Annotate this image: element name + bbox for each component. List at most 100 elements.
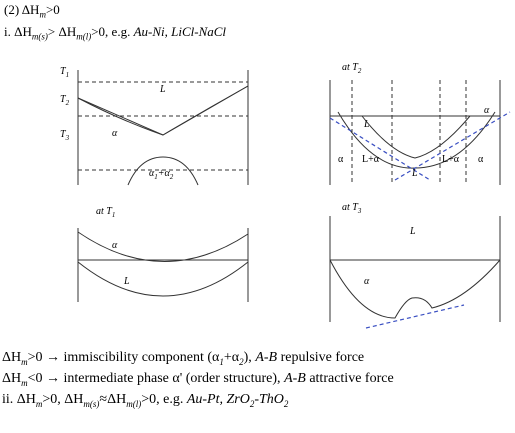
text: at — [342, 202, 352, 213]
text: α — [112, 240, 118, 251]
solidus — [77, 85, 249, 136]
label: L — [123, 276, 130, 287]
subscript: 1 — [219, 356, 224, 367]
label: L — [363, 119, 370, 130]
text: > ΔH — [47, 24, 77, 39]
text: at — [342, 62, 352, 73]
subscript: 2 — [66, 99, 70, 107]
g-alpha — [77, 231, 249, 262]
text: L+α — [362, 154, 380, 165]
subscript: m(l) — [76, 31, 92, 42]
text: L — [159, 84, 166, 95]
subscript: m — [21, 356, 28, 367]
label: α — [478, 154, 484, 165]
label: α1+α2 — [149, 168, 174, 181]
subscript: m(s) — [31, 31, 48, 42]
text: T — [352, 62, 359, 73]
text: L — [409, 226, 416, 237]
text: A-B — [284, 371, 306, 386]
text: α — [364, 276, 370, 287]
text: α — [338, 154, 344, 165]
text: T — [60, 94, 67, 105]
text: ≈ΔH — [99, 392, 127, 407]
text: L — [411, 168, 418, 179]
text: ), — [243, 350, 256, 365]
text: T — [60, 66, 67, 77]
label: at T3 — [342, 202, 362, 215]
label: at T1 — [96, 206, 115, 219]
label: T2 — [60, 94, 70, 107]
text: >0, e.g. — [91, 24, 134, 39]
text: -ThO — [254, 392, 284, 407]
g-alpha — [329, 259, 501, 319]
label: α — [338, 154, 344, 165]
text: ΔH — [2, 371, 22, 386]
text: Au-Ni, LiCl-NaCl — [133, 24, 227, 39]
subscript: 2 — [239, 356, 244, 367]
free-energy-t1: at T1 α L — [77, 206, 249, 302]
text: >0, e.g. — [141, 392, 187, 407]
subscript: 2 — [170, 173, 174, 181]
text: T — [352, 202, 359, 213]
text: T — [106, 206, 113, 217]
subscript: 2 — [249, 398, 255, 409]
text: <0 → intermediate phase α' (order struct… — [27, 371, 285, 386]
miscibility-gap — [127, 156, 199, 186]
label: α — [112, 128, 118, 139]
label: L — [409, 226, 416, 237]
diagrams: T1 T2 T3 L α α1+α2 at T2 L α α L+α L L+α… — [60, 62, 511, 329]
text: α — [149, 168, 155, 179]
text: L+α — [442, 154, 460, 165]
text: α — [478, 154, 484, 165]
case-i: i. ΔHm(s)> ΔHm(l)>0, e.g. Au-Ni, LiCl-Na… — [4, 24, 226, 42]
label: L+α — [442, 154, 460, 165]
subscript: m — [39, 9, 46, 20]
subscript: m — [21, 377, 28, 388]
label: T3 — [60, 129, 70, 142]
subscript: 1 — [154, 173, 158, 181]
heading: (2) ΔHm>0 — [4, 2, 60, 20]
g-liquid — [361, 115, 471, 159]
label: T1 — [60, 66, 69, 79]
subscript: 3 — [65, 134, 70, 142]
text: >0 — [45, 2, 60, 17]
note: ΔHm>0 → immiscibility component (α1+α2),… — [2, 350, 364, 367]
free-energy-t3: at T3 L α — [329, 202, 501, 329]
label: α — [112, 240, 118, 251]
label: L — [411, 168, 418, 179]
note: ii. ΔHm>0, ΔHm(s)≈ΔHm(l)>0, e.g. Au-Pt, … — [2, 392, 288, 409]
text: T — [60, 129, 67, 140]
text: Au-Pt, ZrO — [186, 392, 250, 407]
subscript: 2 — [358, 67, 362, 75]
text: α — [484, 105, 490, 116]
label: L+α — [362, 154, 380, 165]
text: i. ΔH — [4, 24, 32, 39]
subscript: m(s) — [83, 398, 100, 409]
tangent — [394, 111, 511, 181]
note: ΔHm<0 → intermediate phase α' (order str… — [2, 371, 394, 388]
subscript: m(l) — [126, 398, 142, 409]
text: +α — [223, 350, 240, 365]
text: attractive force — [305, 371, 394, 386]
subscript: m — [35, 398, 43, 409]
subscript: 1 — [66, 71, 70, 79]
text: ii. ΔH — [2, 392, 36, 407]
subscript: 3 — [357, 207, 362, 215]
tangent — [365, 304, 465, 329]
label: α — [484, 105, 490, 116]
subscript: 2 — [283, 398, 289, 409]
free-energy-t2: at T2 L α α L+α L L+α α — [329, 62, 511, 185]
text: +α — [158, 168, 171, 179]
g-liquid — [77, 261, 249, 297]
text: at — [96, 206, 106, 217]
text: (2) ΔH — [4, 2, 40, 17]
text: ΔH — [2, 350, 22, 365]
text: L — [363, 119, 370, 130]
subscript: 1 — [112, 211, 116, 219]
text: L — [123, 276, 130, 287]
label: α — [364, 276, 370, 287]
phase-diagram: T1 T2 T3 L α α1+α2 — [60, 66, 249, 186]
text: >0, ΔH — [42, 392, 84, 407]
text: A-B — [255, 350, 278, 365]
